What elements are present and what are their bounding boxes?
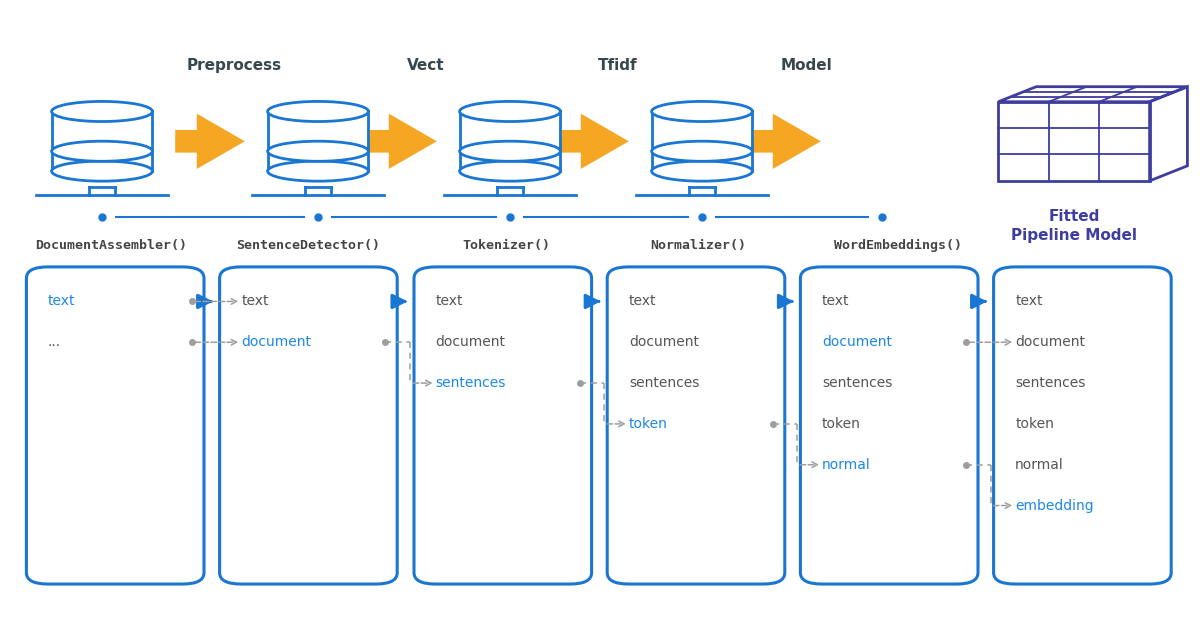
Text: Tokenizer(): Tokenizer() — [462, 239, 551, 252]
Ellipse shape — [52, 101, 152, 122]
Text: document: document — [629, 335, 698, 349]
Ellipse shape — [52, 161, 152, 181]
FancyBboxPatch shape — [220, 267, 397, 584]
Polygon shape — [367, 114, 437, 169]
Text: DocumentAssembler(): DocumentAssembler() — [36, 239, 187, 252]
Text: SentenceDetector(): SentenceDetector() — [236, 239, 380, 252]
Text: Vect: Vect — [407, 58, 445, 73]
Ellipse shape — [460, 141, 560, 161]
Text: text: text — [1015, 295, 1043, 308]
Text: sentences: sentences — [1015, 376, 1086, 390]
Text: text: text — [48, 295, 76, 308]
Text: document: document — [436, 335, 505, 349]
Text: text: text — [436, 295, 463, 308]
Text: normal: normal — [1015, 458, 1064, 472]
FancyBboxPatch shape — [26, 267, 204, 584]
Ellipse shape — [268, 141, 368, 161]
Ellipse shape — [268, 101, 368, 122]
FancyBboxPatch shape — [414, 267, 592, 584]
Text: token: token — [1015, 417, 1054, 431]
Text: ...: ... — [48, 335, 61, 349]
Text: WordEmbeddings(): WordEmbeddings() — [834, 239, 961, 252]
FancyBboxPatch shape — [607, 267, 785, 584]
Polygon shape — [559, 114, 629, 169]
Text: document: document — [241, 335, 311, 349]
Text: sentences: sentences — [822, 376, 893, 390]
Ellipse shape — [52, 141, 152, 161]
Text: Normalizer(): Normalizer() — [650, 239, 746, 252]
Polygon shape — [175, 114, 245, 169]
Text: Preprocess: Preprocess — [186, 58, 282, 73]
Text: document: document — [1015, 335, 1085, 349]
Ellipse shape — [268, 161, 368, 181]
Text: Model: Model — [780, 58, 833, 73]
Ellipse shape — [652, 101, 752, 122]
Text: text: text — [241, 295, 269, 308]
Polygon shape — [751, 114, 821, 169]
Text: document: document — [822, 335, 892, 349]
Text: text: text — [629, 295, 656, 308]
Text: sentences: sentences — [629, 376, 700, 390]
Text: token: token — [629, 417, 667, 431]
Text: embedding: embedding — [1015, 499, 1094, 512]
Ellipse shape — [460, 161, 560, 181]
Text: Pipeline Model: Pipeline Model — [1010, 227, 1138, 242]
Text: normal: normal — [822, 458, 871, 472]
Ellipse shape — [652, 161, 752, 181]
FancyBboxPatch shape — [994, 267, 1171, 584]
Text: text: text — [822, 295, 850, 308]
Ellipse shape — [460, 101, 560, 122]
Text: sentences: sentences — [436, 376, 506, 390]
Text: token: token — [822, 417, 860, 431]
Text: Fitted: Fitted — [1049, 208, 1099, 224]
FancyBboxPatch shape — [800, 267, 978, 584]
Text: Tfidf: Tfidf — [598, 58, 638, 73]
Ellipse shape — [652, 141, 752, 161]
